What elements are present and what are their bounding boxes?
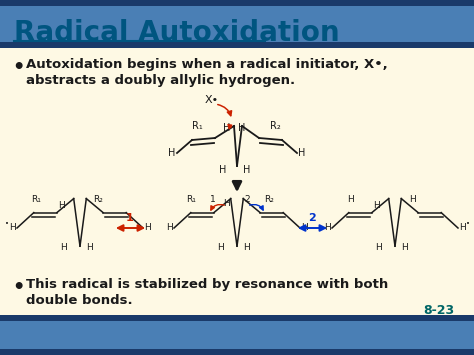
Text: R₂: R₂	[264, 196, 274, 204]
Text: R₂: R₂	[93, 196, 103, 204]
Text: Autoxidation begins when a radical initiator, X•,: Autoxidation begins when a radical initi…	[26, 58, 388, 71]
Text: H: H	[374, 202, 380, 211]
Text: 2: 2	[244, 196, 250, 204]
Text: R₂: R₂	[270, 121, 281, 131]
Text: H: H	[244, 244, 250, 252]
Text: H: H	[459, 224, 465, 233]
Text: H: H	[298, 148, 306, 158]
Text: 2: 2	[308, 213, 316, 223]
Text: R₁: R₁	[191, 121, 202, 131]
Text: •: •	[12, 58, 24, 77]
Text: H: H	[401, 244, 409, 252]
Text: H: H	[59, 202, 65, 211]
Bar	[0, 315, 474, 355]
Text: double bonds.: double bonds.	[26, 294, 133, 307]
Text: H: H	[219, 165, 227, 175]
Text: H: H	[347, 196, 355, 204]
Text: H: H	[218, 244, 224, 252]
Text: Radical Autoxidation: Radical Autoxidation	[14, 19, 340, 47]
Bar	[0, 0, 474, 6]
Text: H: H	[87, 244, 93, 252]
Text: •: •	[5, 221, 9, 227]
Text: H: H	[166, 224, 173, 233]
Text: H: H	[243, 165, 251, 175]
Bar	[0, 315, 474, 321]
Bar	[0, 42, 474, 48]
Text: 8-23: 8-23	[423, 304, 454, 317]
Text: H: H	[238, 123, 246, 133]
Text: H: H	[61, 244, 67, 252]
Text: •: •	[12, 278, 24, 297]
Text: abstracts a doubly allylic hydrogen.: abstracts a doubly allylic hydrogen.	[26, 74, 295, 87]
Bar	[0, 0, 474, 48]
Text: •: •	[466, 221, 470, 227]
Text: H: H	[144, 224, 151, 233]
Text: R₁: R₁	[186, 196, 196, 204]
Bar	[0, 349, 474, 355]
Text: H: H	[9, 224, 16, 233]
Text: H: H	[410, 196, 416, 204]
Text: H: H	[375, 244, 383, 252]
Text: H: H	[224, 200, 230, 208]
Text: 1: 1	[126, 213, 134, 223]
Text: H: H	[324, 224, 331, 233]
Text: H: H	[168, 148, 176, 158]
Text: H: H	[223, 123, 231, 133]
Text: H: H	[301, 224, 308, 233]
Text: This radical is stabilized by resonance with both: This radical is stabilized by resonance …	[26, 278, 388, 291]
Text: R₁: R₁	[31, 196, 41, 204]
Text: 1: 1	[210, 196, 216, 204]
Text: X•: X•	[205, 95, 219, 105]
